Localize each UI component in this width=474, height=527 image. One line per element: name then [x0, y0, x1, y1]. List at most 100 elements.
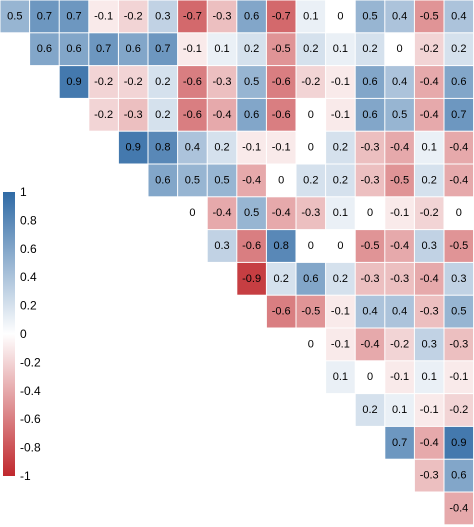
cell-value-label: 0.7	[392, 437, 407, 449]
heatmap-cell	[237, 262, 266, 295]
cell-value-label: 0.2	[333, 174, 348, 186]
cell-value-label: 0.5	[7, 10, 22, 22]
heatmap-cell	[326, 164, 355, 197]
heatmap-cell	[237, 33, 266, 66]
cell-value-label: 0.6	[451, 470, 466, 482]
cell-value-label: -0.4	[449, 174, 468, 186]
heatmap-cell	[266, 66, 296, 98]
heatmap-cell	[355, 328, 385, 361]
heatmap-cell	[385, 66, 414, 98]
cell-value-label: -0.1	[390, 207, 409, 219]
legend-tick-label: 0.6	[20, 242, 37, 256]
heatmap-cell	[385, 426, 414, 459]
heatmap-cell	[414, 164, 444, 197]
heatmap-cell	[266, 295, 296, 328]
cell-value-label: 0.6	[66, 43, 81, 55]
heatmap-cell	[444, 459, 474, 492]
cell-value-label: 0.6	[362, 109, 377, 121]
heatmap-cell	[326, 131, 355, 164]
cell-value-label: 0	[189, 207, 195, 219]
cell-value-label: 0	[308, 338, 314, 350]
heatmap-cell	[178, 98, 207, 131]
heatmap-cell	[118, 66, 148, 98]
heatmap-cell	[148, 33, 178, 66]
cell-value-label: -0.4	[361, 338, 380, 350]
heatmap-cell	[385, 328, 414, 361]
cell-value-label: 0.1	[333, 207, 348, 219]
cell-value-label: 0.2	[451, 43, 466, 55]
cell-value-label: -0.2	[124, 10, 143, 22]
heatmap-cell	[444, 295, 474, 328]
heatmap-cell	[414, 459, 444, 492]
cell-value-label: -0.4	[420, 273, 439, 285]
heatmap-cell	[444, 197, 474, 230]
heatmap-cell	[296, 197, 326, 230]
cell-value-label: 0.1	[333, 371, 348, 383]
cell-value-label: 0.5	[392, 109, 407, 121]
heatmap-cell	[266, 164, 296, 197]
heatmap-cell	[444, 328, 474, 361]
heatmap-cell	[89, 66, 118, 98]
cell-value-label: 0.3	[214, 240, 229, 252]
heatmap-cell	[148, 131, 178, 164]
heatmap-cell	[355, 394, 385, 426]
heatmap-cell	[385, 295, 414, 328]
cell-value-label: 0.2	[303, 174, 318, 186]
cell-value-label: 0.2	[333, 142, 348, 154]
legend-tick-label: -0.6	[20, 412, 41, 426]
heatmap-cell	[296, 230, 326, 262]
heatmap-cell	[207, 66, 237, 98]
heatmap-cell	[326, 328, 355, 361]
cell-value-label: 0.2	[214, 142, 229, 154]
cell-value-label: -0.2	[420, 207, 439, 219]
cell-value-label: 0.1	[422, 142, 437, 154]
cell-value-label: -0.7	[183, 10, 202, 22]
heatmap-cell	[414, 328, 444, 361]
cell-value-label: 0.4	[392, 76, 407, 88]
cell-value-label: -0.2	[449, 404, 468, 416]
cell-value-label: 0.2	[303, 43, 318, 55]
cell-value-label: -0.6	[272, 306, 291, 318]
cell-value-label: -0.1	[94, 10, 113, 22]
heatmap-cell	[59, 33, 89, 66]
cell-value-label: -0.3	[390, 273, 409, 285]
heatmap-cell	[296, 131, 326, 164]
cell-value-label: -0.4	[420, 76, 439, 88]
cell-value-label: 0.4	[392, 10, 407, 22]
heatmap-cell	[444, 33, 474, 66]
cell-value-label: 0	[367, 207, 373, 219]
heatmap-cell	[326, 295, 355, 328]
heatmap-cell	[444, 492, 474, 525]
cell-value-label: -0.2	[390, 338, 409, 350]
heatmap-cell	[207, 131, 237, 164]
cell-value-label: 0.9	[451, 437, 466, 449]
cell-value-label: -0.1	[242, 142, 261, 154]
heatmap-cell	[266, 0, 296, 33]
heatmap-cell	[385, 164, 414, 197]
legend-tick-label: 0.8	[20, 213, 37, 227]
cell-value-label: -0.4	[242, 174, 261, 186]
heatmap-cell	[355, 131, 385, 164]
cell-value-label: 0.7	[451, 109, 466, 121]
heatmap-cell	[59, 66, 89, 98]
cell-value-label: 0.6	[362, 76, 377, 88]
cell-value-label: -0.3	[361, 174, 380, 186]
heatmap-cell	[414, 197, 444, 230]
heatmap-cell	[89, 0, 118, 33]
heatmap-cell	[296, 328, 326, 361]
heatmap-cell	[414, 361, 444, 394]
cell-value-label: -0.2	[420, 43, 439, 55]
cell-value-label: 0.2	[155, 109, 170, 121]
heatmap-cell	[326, 0, 355, 33]
cell-value-label: -0.4	[390, 240, 409, 252]
cell-value-label: 0.5	[362, 10, 377, 22]
cell-value-label: -0.6	[183, 109, 202, 121]
cell-value-label: 0.5	[244, 207, 259, 219]
cell-value-label: -0.1	[390, 371, 409, 383]
cell-value-label: -0.6	[183, 76, 202, 88]
cell-value-label: 0.8	[155, 142, 170, 154]
cell-value-label: -0.2	[124, 76, 143, 88]
cell-value-label: 0.5	[244, 76, 259, 88]
cell-value-label: -0.1	[183, 43, 202, 55]
